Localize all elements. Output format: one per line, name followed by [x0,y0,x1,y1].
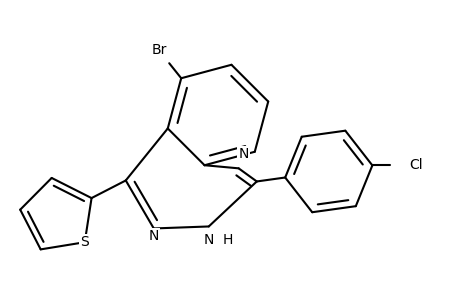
Text: Br: Br [151,43,167,57]
Text: N: N [203,233,213,248]
Text: Cl: Cl [409,158,422,172]
Text: S: S [80,235,89,249]
Text: N: N [238,147,248,161]
Text: H: H [222,233,233,248]
Text: N: N [148,230,159,244]
